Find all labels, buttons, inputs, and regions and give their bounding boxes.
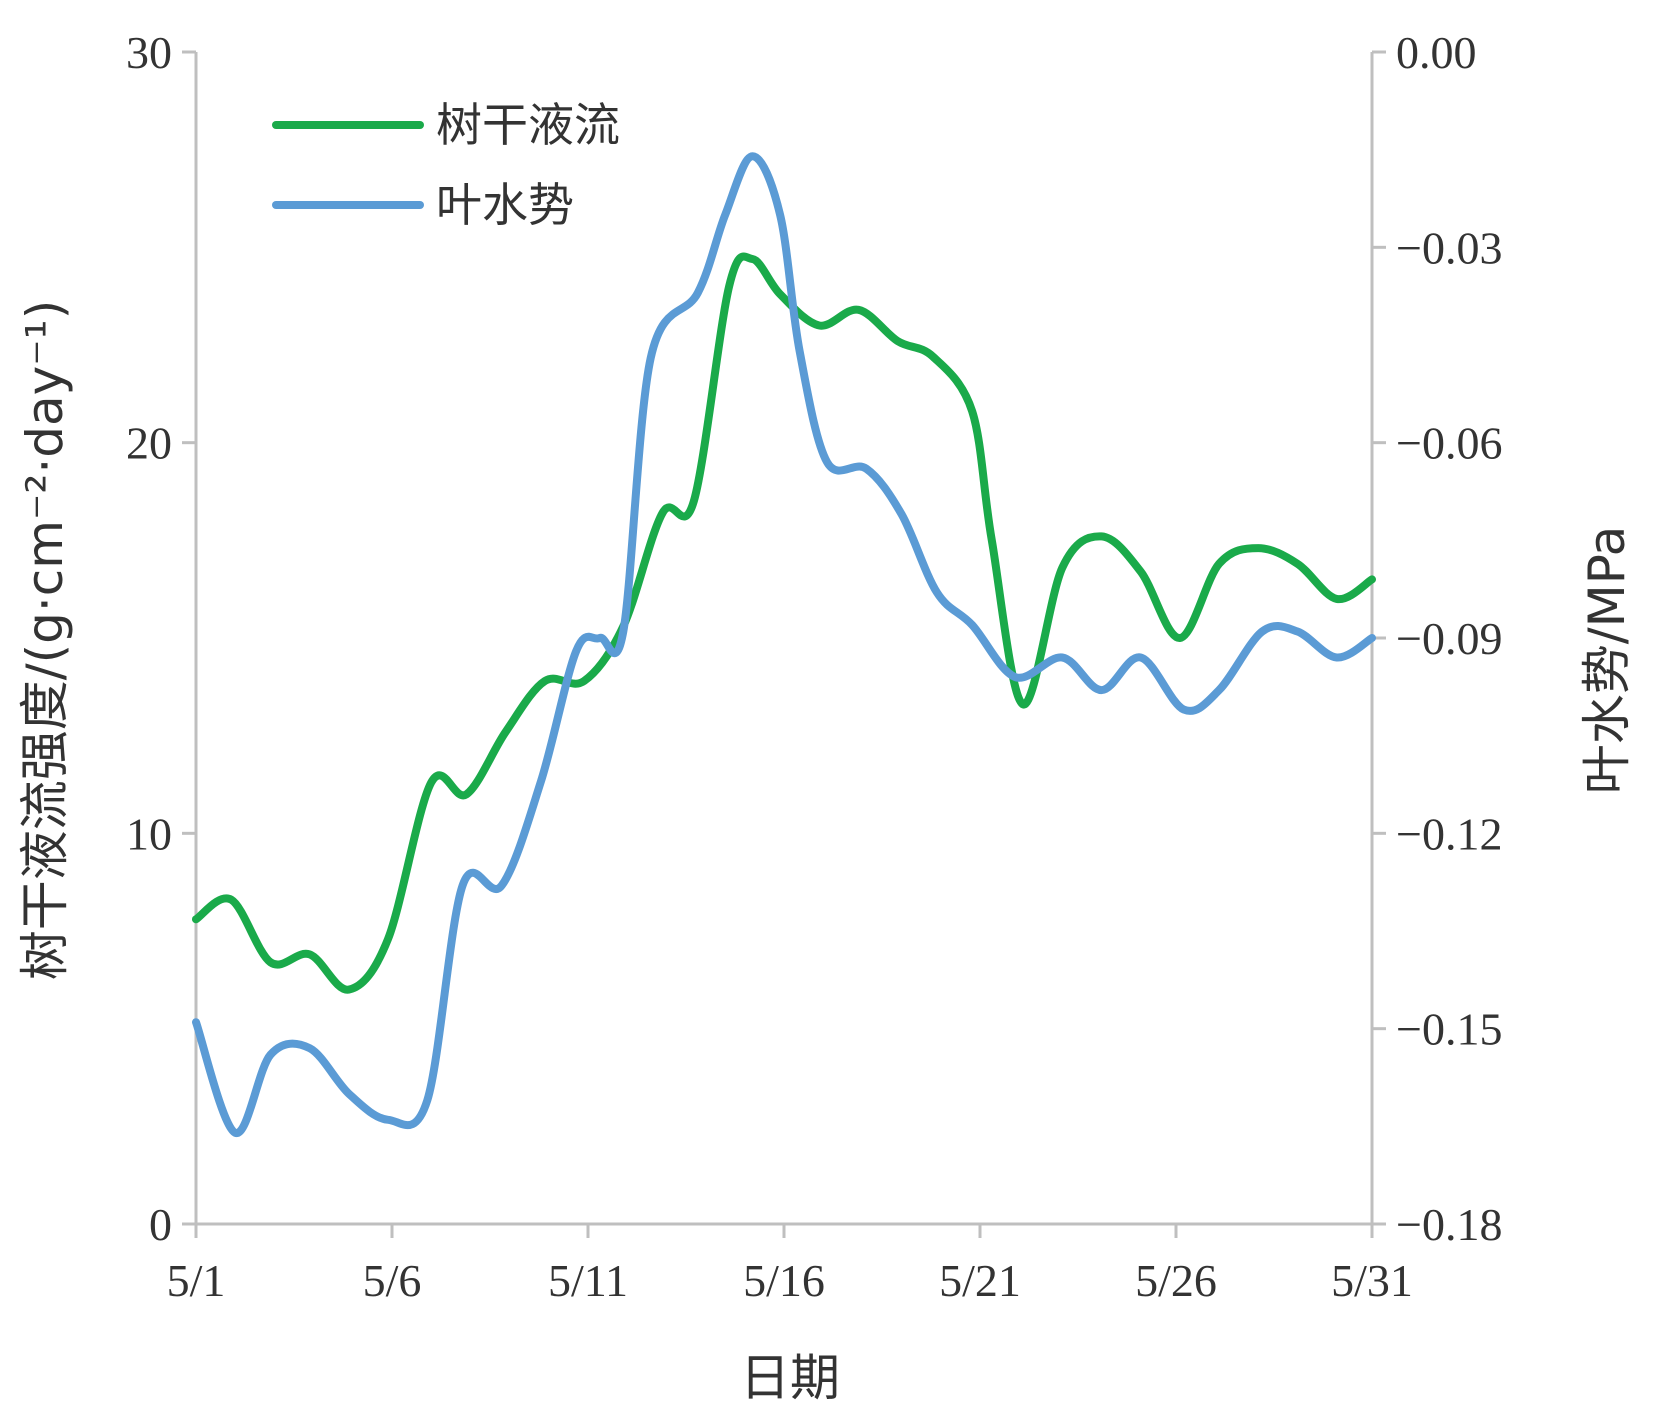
x-tick-label: 5/6 bbox=[363, 1255, 422, 1306]
right-y-tick-label: 0.00 bbox=[1396, 27, 1477, 78]
right-y-axis-title: 叶水势/MPa bbox=[1578, 526, 1636, 795]
legend-label-leaf-water-potential: 叶水势 bbox=[436, 178, 574, 232]
x-tick-label: 5/31 bbox=[1331, 1255, 1413, 1306]
right-y-tick-label: −0.06 bbox=[1396, 418, 1502, 469]
right-y-tick-label: −0.18 bbox=[1396, 1199, 1502, 1250]
x-tick-label: 5/1 bbox=[167, 1255, 226, 1306]
x-tick-label: 5/16 bbox=[743, 1255, 825, 1306]
left-y-axis-title: 树干液流强度/(g·cm⁻²·day⁻¹) bbox=[16, 300, 74, 980]
x-tick-label: 5/26 bbox=[1135, 1255, 1217, 1306]
left-y-tick-label: 20 bbox=[126, 418, 172, 469]
right-y-ticks: −0.18 −0.15 −0.12 −0.09 −0.06 −0.03 0.00 bbox=[1372, 27, 1502, 1250]
left-y-ticks: 0 10 20 30 bbox=[126, 27, 196, 1250]
left-y-tick-label: 10 bbox=[126, 808, 172, 859]
right-y-tick-label: −0.15 bbox=[1396, 1004, 1502, 1055]
series-line-leaf-water-potential bbox=[192, 152, 1376, 1137]
series-line-sap-flow bbox=[192, 252, 1376, 994]
right-y-tick-label: −0.09 bbox=[1396, 613, 1502, 664]
left-y-tick-label: 0 bbox=[149, 1199, 172, 1250]
series-lines bbox=[192, 152, 1376, 1137]
legend-label-sap-flow: 树干液流 bbox=[436, 98, 620, 152]
x-axis-title: 日期 bbox=[740, 1349, 840, 1407]
right-y-tick-label: −0.12 bbox=[1396, 808, 1502, 859]
x-tick-label: 5/21 bbox=[939, 1255, 1021, 1306]
right-y-tick-label: −0.03 bbox=[1396, 222, 1502, 273]
x-tick-label: 5/11 bbox=[548, 1255, 628, 1306]
x-ticks: 5/1 5/6 5/11 5/16 5/21 5/26 5/31 bbox=[167, 1224, 1413, 1306]
left-y-tick-label: 30 bbox=[126, 27, 172, 78]
